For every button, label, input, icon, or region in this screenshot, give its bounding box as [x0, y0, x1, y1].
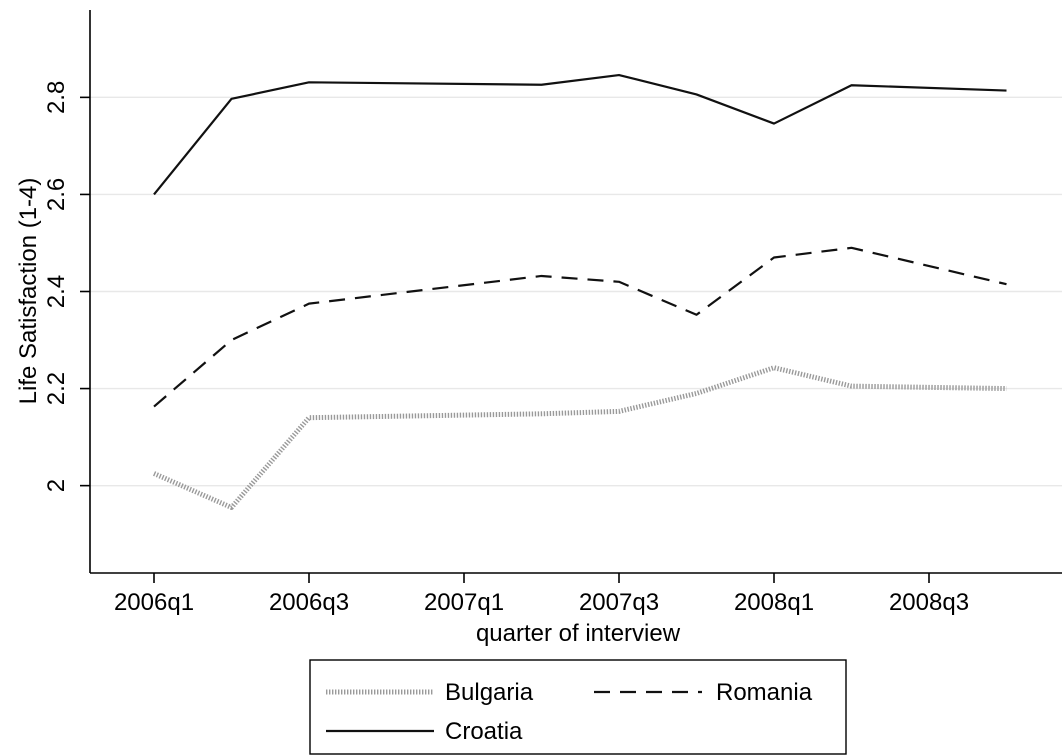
gridlines	[90, 96, 1062, 487]
legend-label-romania: Romania	[716, 679, 813, 706]
x-tick-label: 2006q3	[269, 589, 349, 616]
y-tick-label: 2.6	[43, 178, 70, 211]
axis-ticks: 2 2.2 2.4 2.6 2.8 2006q1 2006q3 2007q1 2007q3 200…	[43, 81, 969, 616]
y-tick-label: 2.8	[43, 81, 70, 114]
legend-label-croatia: Croatia	[445, 718, 523, 745]
x-tick-label: 2007q3	[579, 589, 659, 616]
series-line-bulgaria	[152, 365, 1007, 510]
series-lines	[152, 73, 1007, 510]
legend-label-bulgaria: Bulgaria	[445, 679, 534, 706]
y-axis-title: Life Satisfaction (1-4)	[15, 178, 42, 405]
x-tick-label: 2007q1	[424, 589, 504, 616]
x-tick-label: 2008q1	[734, 589, 814, 616]
series-line-romania	[153, 246, 1007, 408]
y-tick-label: 2.2	[43, 372, 70, 405]
legend-box	[309, 659, 847, 755]
x-axis-title: quarter of interview	[476, 620, 681, 647]
y-tick-label: 2.4	[43, 275, 70, 308]
legend: Bulgaria Romania Croatia	[309, 659, 847, 755]
x-tick-label: 2006q1	[114, 589, 194, 616]
series-line-croatia	[153, 73, 1007, 196]
x-tick-label: 2008q3	[889, 589, 969, 616]
y-tick-label: 2	[43, 479, 70, 492]
